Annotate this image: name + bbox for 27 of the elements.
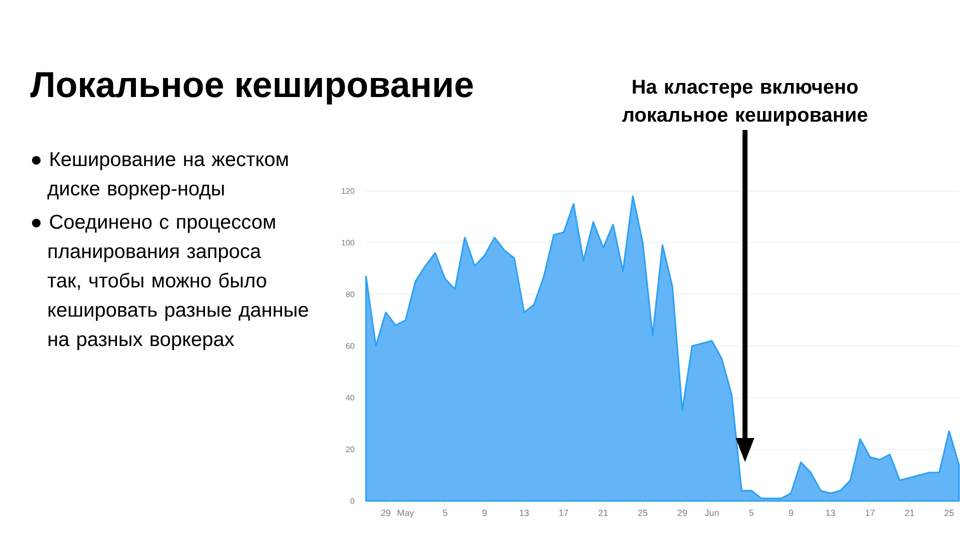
x-tick-label: 29 bbox=[678, 510, 687, 516]
x-tick-label: 25 bbox=[638, 510, 648, 516]
x-tick-label: 21 bbox=[905, 510, 914, 516]
x-tick-label: 17 bbox=[559, 510, 568, 516]
x-tick-label: 29 bbox=[381, 510, 390, 516]
text: ● Соединено с процессом планирования запроса так, чтобы можно было кешировать разные данные на разных воркерах bbox=[32, 214, 308, 350]
x-tick-label: 5 bbox=[442, 510, 448, 516]
y-tick-label: 0 bbox=[350, 498, 354, 504]
chart-title: Локальное кеширование bbox=[30, 72, 473, 104]
x-tick-label: 9 bbox=[788, 510, 794, 516]
x-tick-label: 13 bbox=[826, 510, 836, 516]
x-tick-label: 5 bbox=[749, 510, 754, 516]
x-tick-label: May bbox=[398, 510, 414, 518]
y-tick-label: 100 bbox=[342, 240, 354, 246]
x-tick-label: 13 bbox=[520, 510, 529, 516]
x-tick-label: Jun bbox=[704, 510, 719, 516]
x-tick-label: 25 bbox=[944, 510, 954, 516]
y-tick-label: 40 bbox=[346, 394, 354, 401]
y-tick-label: 80 bbox=[346, 292, 354, 298]
x-tick-label: 9 bbox=[482, 510, 487, 516]
x-tick-label: 21 bbox=[598, 510, 608, 516]
y-tick-label: 20 bbox=[346, 446, 354, 452]
y-tick-label: 120 bbox=[342, 188, 354, 194]
text: ● Кеширование на жестком диске воркер-ноды bbox=[32, 152, 288, 200]
y-tick-label: 60 bbox=[346, 343, 354, 349]
text: На кластере включено локальное кеширование bbox=[622, 80, 868, 126]
x-tick-label: 17 bbox=[866, 510, 875, 516]
